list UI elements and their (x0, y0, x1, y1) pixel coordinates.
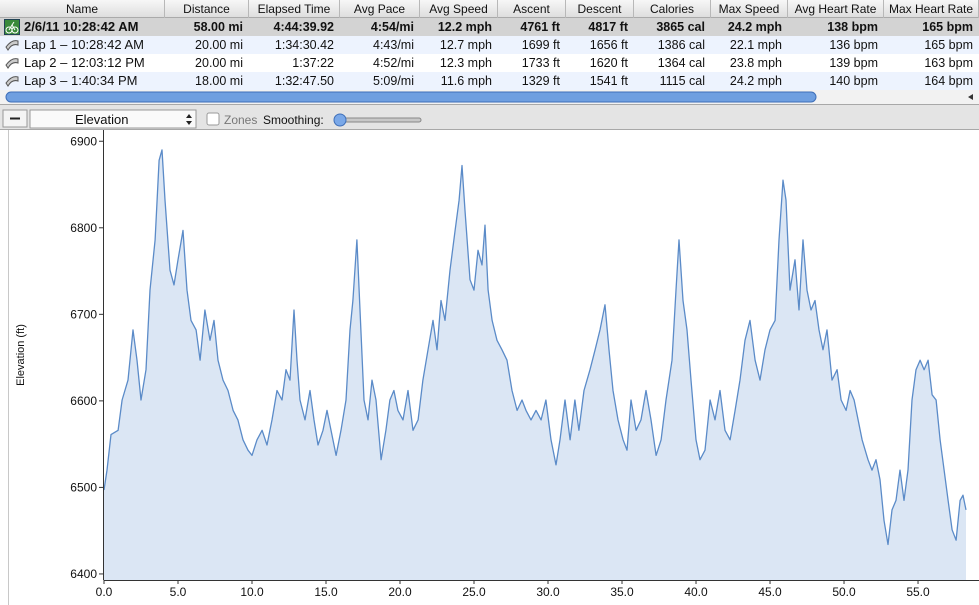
table-cell: 24.2 mph (727, 20, 782, 34)
y-tick-label: 6700 (70, 307, 97, 321)
x-tick-label: 10.0 (240, 585, 264, 599)
table-cell: 18.00 mi (195, 74, 243, 88)
table-cell: 139 bpm (829, 56, 878, 70)
table-cell: 4:52/mi (373, 56, 414, 70)
table-cell: 1656 ft (589, 38, 628, 52)
column-header[interactable]: Avg Heart Rate (788, 0, 884, 18)
x-tick-label: 45.0 (758, 585, 782, 599)
table-cell: 1386 cal (657, 38, 705, 52)
table-cell: 1364 cal (657, 56, 705, 70)
table-cell: Lap 3 – 1:40:34 PM (24, 73, 138, 88)
x-tick-label: 25.0 (462, 585, 486, 599)
table-cell: 164 bpm (924, 74, 973, 88)
column-header[interactable]: Distance (165, 0, 249, 18)
column-header[interactable]: Max Speed (711, 0, 788, 18)
table-cell: 20.00 mi (195, 56, 243, 70)
table-cell: 165 bpm (922, 20, 973, 34)
checkbox-label[interactable]: Zones (224, 113, 258, 127)
dropdown[interactable] (29, 109, 197, 129)
column-header[interactable]: Descent (566, 0, 634, 18)
table-cell: 1733 ft (521, 56, 560, 70)
column-header[interactable]: Elapsed Time (249, 0, 340, 18)
column-header[interactable]: Calories (634, 0, 711, 18)
scrollbar-thumb[interactable] (5, 91, 817, 103)
table-row[interactable] (0, 18, 979, 36)
table-cell: 1699 ft (521, 38, 560, 52)
x-tick-label: 5.0 (170, 585, 187, 599)
table-cell: 20.00 mi (195, 38, 243, 52)
elevation-line (103, 149, 967, 546)
table-cell: 4761 ft (520, 20, 560, 34)
x-tick-label: 20.0 (388, 585, 412, 599)
slider-track[interactable] (334, 117, 422, 123)
y-tick-label: 6600 (70, 394, 97, 408)
table-cell: 2/6/11 10:28:42 AM (24, 19, 139, 34)
column-header[interactable]: Avg Pace (340, 0, 420, 18)
lap-icon (5, 58, 19, 69)
plot-area: 6400 6500 6600 6700 6800 6900 0.0 5.0 10.0 15.0 20… (15, 130, 979, 599)
laps-table: Name Distance Elapsed Time Avg Pace Avg Spee… (0, 0, 979, 90)
table-cell: Lap 2 – 12:03:12 PM (24, 55, 145, 70)
y-axis-label: Elevation (ft) (15, 324, 27, 386)
table-cell: 24.2 mph (729, 74, 782, 88)
x-tick-label: 0.0 (96, 585, 113, 599)
header-row (0, 0, 979, 18)
dropdown-arrows (186, 114, 192, 125)
lap-icon (5, 40, 19, 51)
table-cell: 4:44:39.92 (273, 20, 334, 34)
table-row[interactable] (0, 36, 979, 54)
scroll-arrow[interactable] (968, 94, 973, 100)
table-row[interactable] (0, 72, 979, 90)
dropdown-label[interactable]: Elevation (75, 112, 129, 127)
column-header[interactable]: Max Heart Rate (884, 0, 979, 18)
table-cell: 138 bpm (827, 20, 878, 34)
x-tick-label: 35.0 (610, 585, 634, 599)
table-cell: 23.8 mph (729, 56, 782, 70)
table-cell: 4:43/mi (373, 38, 414, 52)
table-cell: 163 bpm (924, 56, 973, 70)
table-cell: 1620 ft (589, 56, 628, 70)
table-cell: 5:09/mi (373, 74, 414, 88)
table-cell: 1:32:47.50 (274, 74, 334, 88)
x-tick-label: 30.0 (536, 585, 560, 599)
table-cell: 12.3 mph (439, 56, 492, 70)
column-header[interactable]: Avg Speed (420, 0, 498, 18)
table-cell: 136 bpm (829, 38, 878, 52)
table-cell: 22.1 mph (729, 38, 782, 52)
table-cell: 3865 cal (656, 20, 705, 34)
y-tick-label: 6800 (70, 221, 97, 235)
table-row[interactable] (0, 54, 979, 72)
table-cell: 1:37:22 (292, 56, 334, 70)
column-header[interactable]: Ascent (498, 0, 566, 18)
table-cell: 1115 cal (659, 74, 705, 88)
column-header[interactable]: Name (0, 0, 165, 18)
table-cell: 12.7 mph (439, 38, 492, 52)
table-cell: Lap 1 – 10:28:42 AM (24, 37, 144, 52)
table-cell: 1:34:30.42 (274, 38, 334, 52)
table-cell: 11.6 mph (440, 74, 492, 88)
x-tick-label: 55.0 (906, 585, 930, 599)
table-cell: 165 bpm (924, 38, 973, 52)
slider-knob[interactable] (333, 113, 347, 127)
workout-icon (4, 19, 20, 35)
x-tick-label: 50.0 (832, 585, 856, 599)
y-tick-label: 6500 (70, 480, 97, 494)
table-cell: 12.2 mph (437, 20, 492, 34)
table-cell: 4817 ft (588, 20, 628, 34)
area-fill (104, 149, 966, 580)
slider-label: Smoothing: (263, 113, 324, 127)
x-tick-label: 15.0 (314, 585, 338, 599)
table-cell: 58.00 mi (193, 20, 243, 34)
table-cell: 1541 ft (589, 74, 628, 88)
table-cell: 4:54/mi (370, 20, 414, 34)
x-tick-label: 40.0 (684, 585, 708, 599)
y-tick-label: 6900 (70, 134, 97, 148)
lap-icon (5, 76, 19, 87)
table-cell: 1329 ft (521, 74, 560, 88)
checkbox[interactable] (206, 112, 220, 126)
table-cell: 140 bpm (829, 74, 878, 88)
y-tick-label: 6400 (70, 567, 97, 581)
